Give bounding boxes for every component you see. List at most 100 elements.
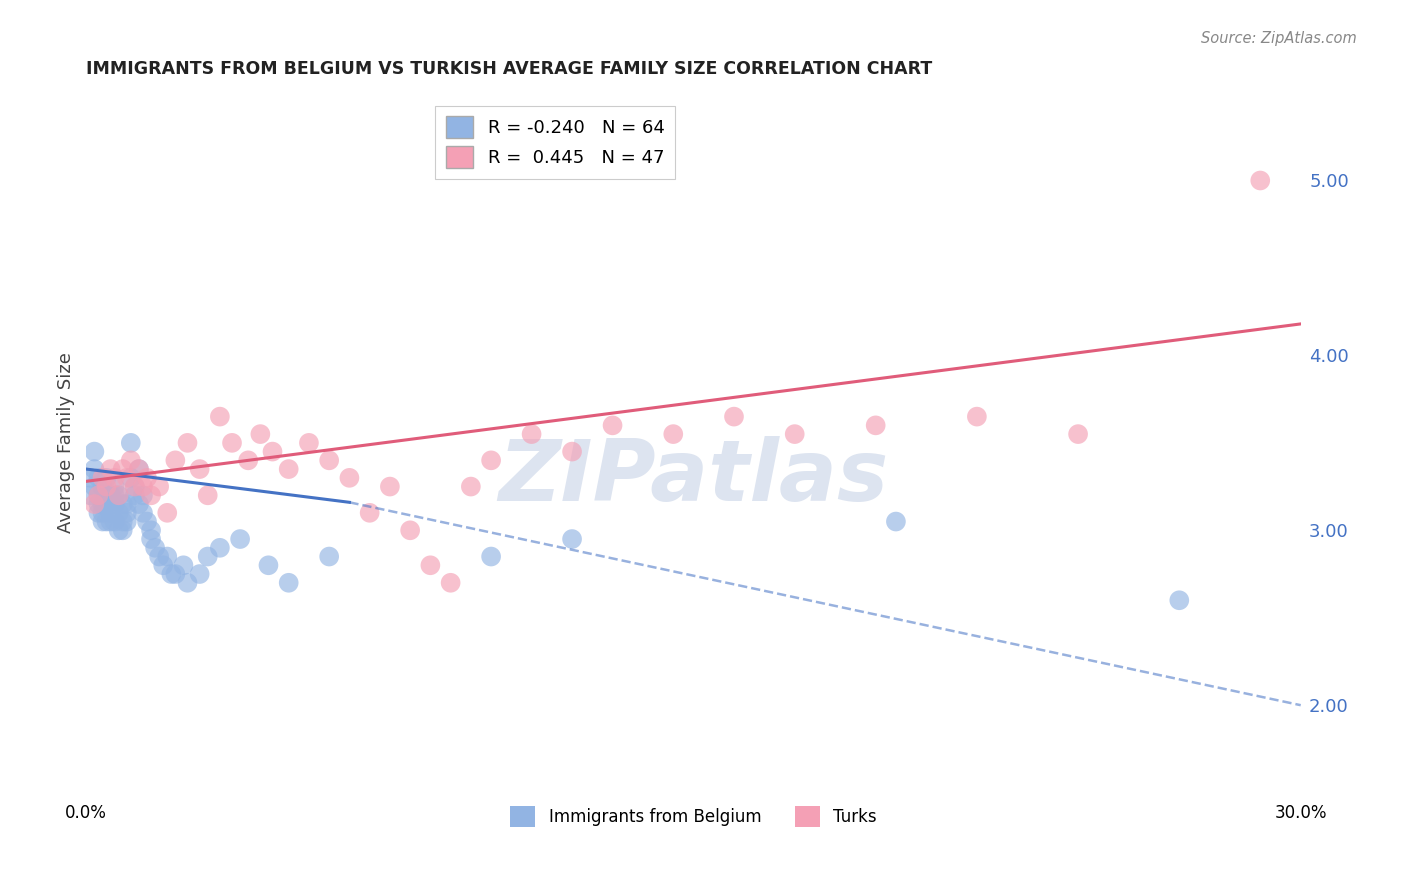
Point [783, 427, 806, 442]
Point [208, 541, 231, 555]
Point [91, 497, 114, 511]
Point [136, 515, 159, 529]
Point [87, 488, 110, 502]
Point [359, 506, 381, 520]
Point [104, 515, 127, 529]
Text: ZIPatlas: ZIPatlas [498, 436, 889, 519]
Point [128, 462, 150, 476]
Point [156, 549, 179, 564]
Point [120, 435, 142, 450]
Point [91, 515, 114, 529]
Y-axis label: Average Family Size: Average Family Size [58, 352, 75, 533]
Point [100, 497, 122, 511]
Point [104, 488, 127, 502]
Point [188, 567, 211, 582]
Point [865, 418, 887, 433]
Point [87, 497, 110, 511]
Point [124, 488, 146, 502]
Point [165, 453, 187, 467]
Point [1249, 173, 1271, 187]
Point [662, 427, 685, 442]
Point [115, 471, 138, 485]
Point [520, 427, 543, 442]
Point [104, 497, 127, 511]
Point [884, 515, 907, 529]
Point [176, 575, 198, 590]
Point [318, 549, 340, 564]
Point [124, 479, 146, 493]
Point [136, 471, 159, 485]
Point [83, 444, 105, 458]
Point [96, 488, 118, 502]
Point [100, 462, 122, 476]
Point [111, 462, 134, 476]
Point [83, 497, 105, 511]
Point [111, 497, 134, 511]
Point [115, 506, 138, 520]
Point [107, 506, 129, 520]
Point [139, 524, 162, 538]
Point [479, 453, 502, 467]
Point [96, 479, 118, 493]
Point [104, 471, 127, 485]
Point [83, 462, 105, 476]
Point [148, 549, 170, 564]
Point [277, 575, 299, 590]
Point [440, 575, 463, 590]
Point [128, 497, 150, 511]
Point [148, 479, 170, 493]
Point [132, 506, 155, 520]
Point [188, 462, 211, 476]
Point [87, 488, 110, 502]
Point [197, 488, 219, 502]
Point [107, 488, 129, 502]
Point [132, 479, 155, 493]
Point [87, 471, 110, 485]
Point [229, 532, 252, 546]
Point [79, 488, 101, 502]
Point [111, 524, 134, 538]
Point [107, 488, 129, 502]
Point [160, 567, 183, 582]
Point [1168, 593, 1191, 607]
Point [318, 453, 340, 467]
Point [96, 497, 118, 511]
Point [277, 462, 299, 476]
Point [143, 541, 166, 555]
Point [249, 427, 271, 442]
Point [460, 479, 482, 493]
Point [172, 558, 194, 573]
Point [257, 558, 280, 573]
Point [602, 418, 624, 433]
Legend: Immigrants from Belgium, Turks: Immigrants from Belgium, Turks [503, 799, 883, 833]
Point [139, 532, 162, 546]
Point [298, 435, 321, 450]
Point [156, 506, 179, 520]
Point [111, 515, 134, 529]
Point [238, 453, 260, 467]
Text: Source: ZipAtlas.com: Source: ZipAtlas.com [1201, 31, 1357, 46]
Point [176, 435, 198, 450]
Point [139, 488, 162, 502]
Point [262, 444, 284, 458]
Point [83, 479, 105, 493]
Point [165, 567, 187, 582]
Point [1067, 427, 1090, 442]
Point [79, 471, 101, 485]
Point [124, 479, 146, 493]
Point [561, 532, 583, 546]
Point [339, 471, 361, 485]
Point [100, 488, 122, 502]
Point [115, 515, 138, 529]
Point [132, 488, 155, 502]
Point [91, 479, 114, 493]
Point [120, 453, 142, 467]
Point [723, 409, 745, 424]
Point [399, 524, 422, 538]
Point [208, 409, 231, 424]
Point [197, 549, 219, 564]
Point [378, 479, 401, 493]
Point [966, 409, 988, 424]
Point [107, 524, 129, 538]
Point [479, 549, 502, 564]
